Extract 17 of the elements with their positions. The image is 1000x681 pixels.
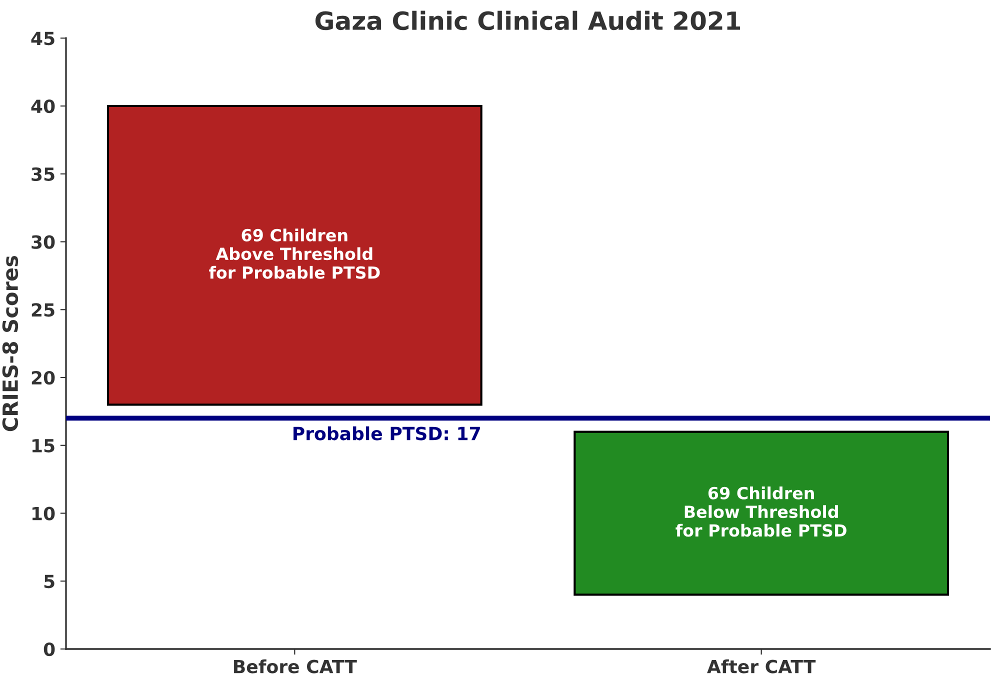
y-tick-label: 10 [32, 506, 55, 520]
y-tick-label: 25 [32, 303, 54, 317]
y-axis-title: CRIES-8 Scores [2, 256, 18, 432]
y-tick-label: 0 [44, 642, 55, 656]
y-tick-label: 40 [31, 99, 55, 114]
chart-title: Gaza Clinic Clinical Audit 2021 [315, 10, 740, 30]
ref-line-label: Probable PTSD: 17 [294, 426, 480, 440]
x-tick-label: After CATT [707, 659, 816, 674]
y-tick-label: 15 [32, 439, 54, 452]
y-tick-label: 20 [32, 370, 55, 385]
annotation: 69 Children Above Threshold for Probable PTSD [209, 228, 380, 279]
x-tick-label: Before CATT [234, 659, 357, 674]
y-tick-label: 30 [32, 235, 55, 249]
y-tick-label: 45 [31, 32, 54, 46]
y-tick-label: 5 [44, 574, 54, 588]
y-tick-label: 35 [32, 167, 54, 181]
annotation: 69 Children Below Threshold for Probable PTSD [676, 486, 846, 537]
